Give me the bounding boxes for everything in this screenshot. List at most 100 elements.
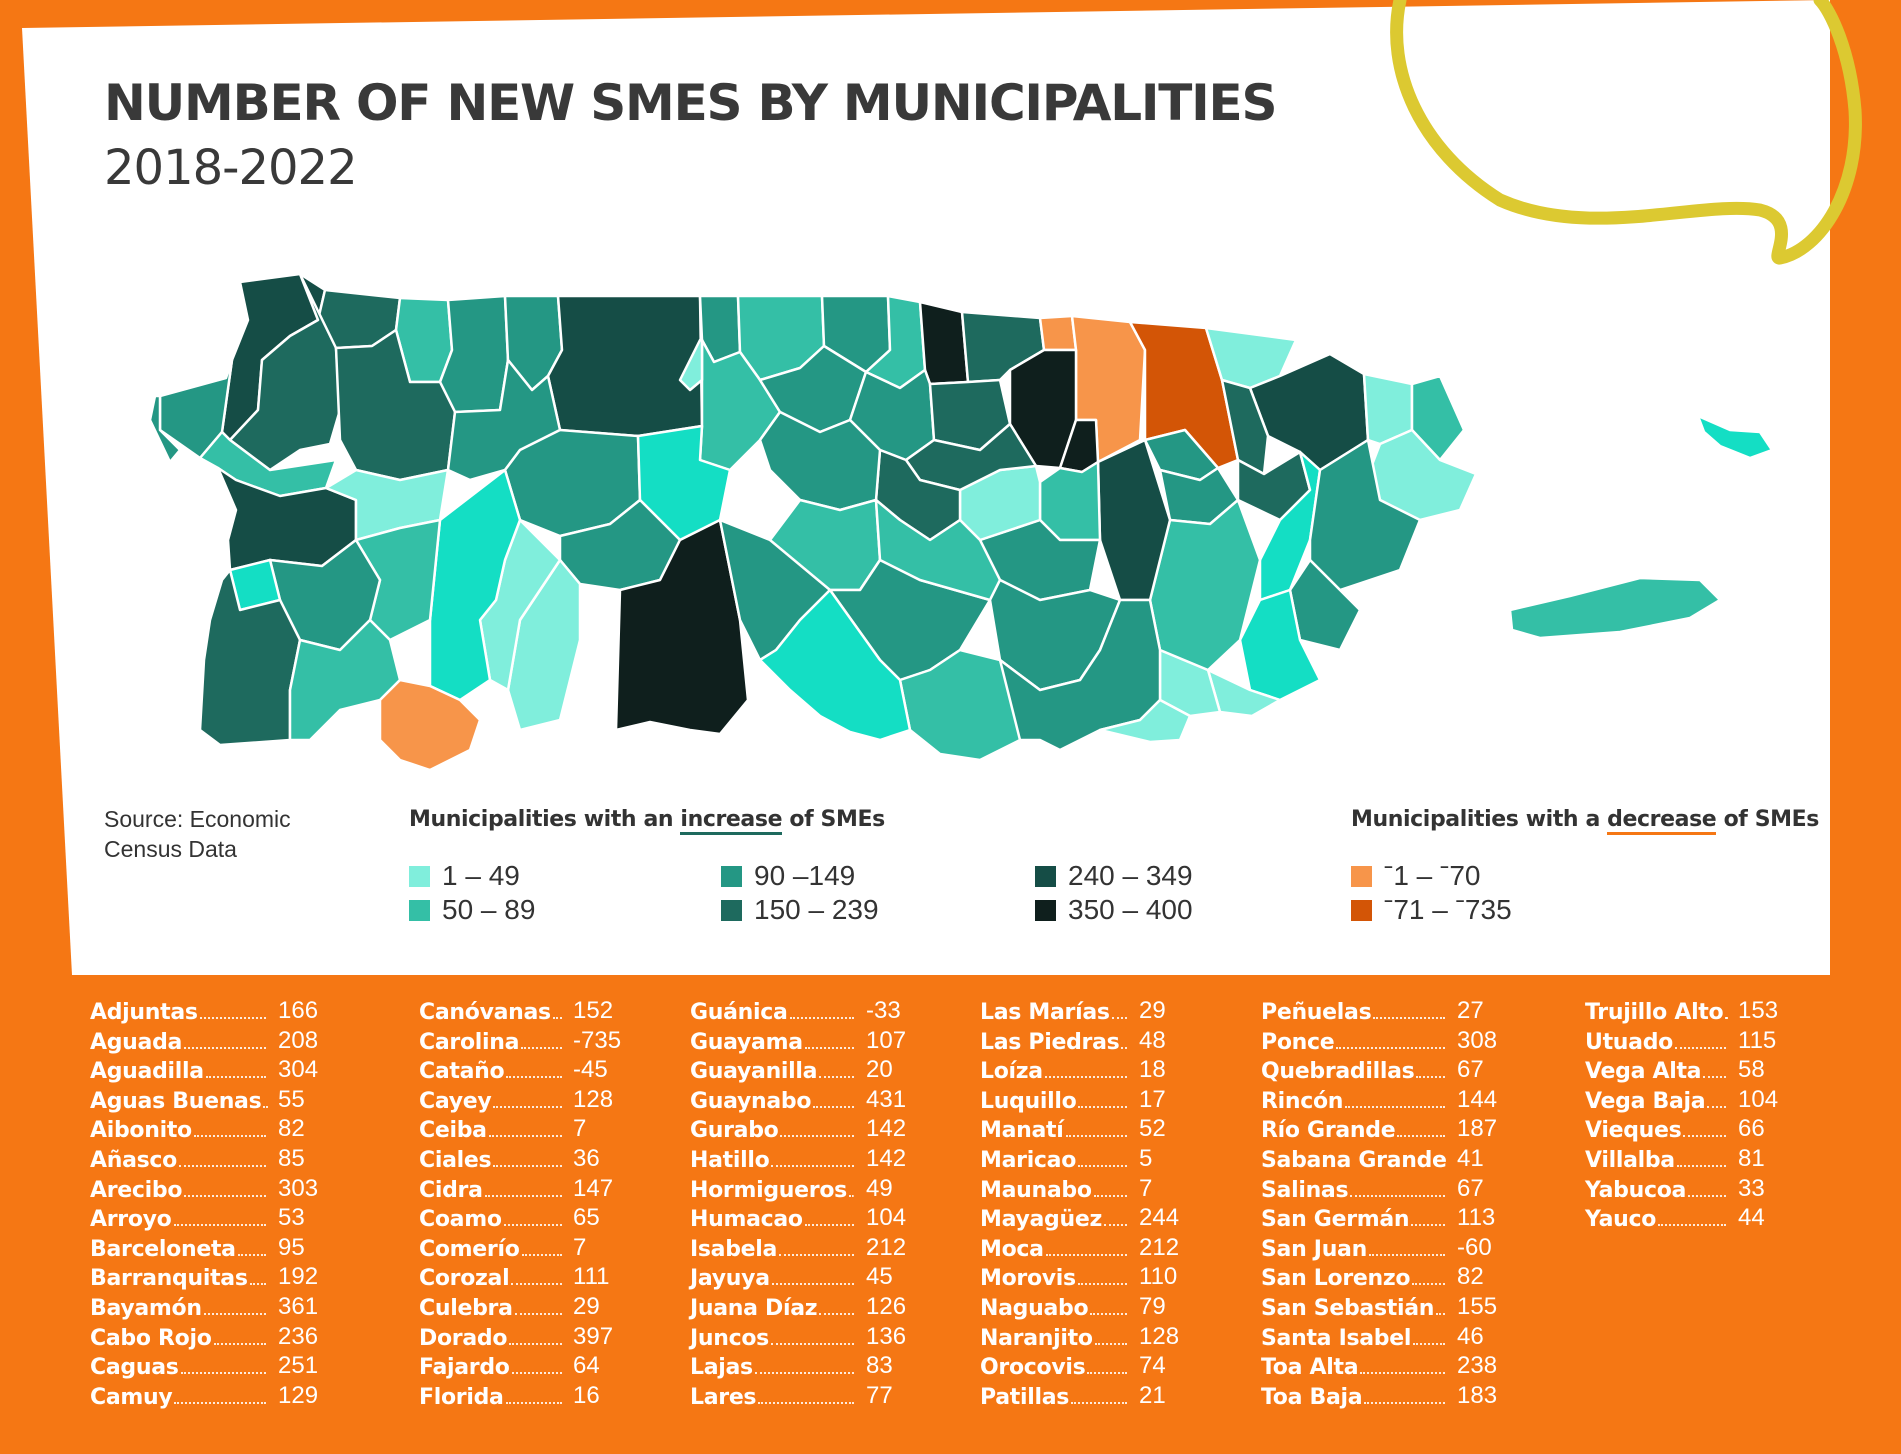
municipality-value: 53 xyxy=(278,1204,305,1232)
municipality-name: Aibonito xyxy=(90,1118,192,1144)
municipality-name: Aguadilla xyxy=(90,1059,204,1085)
municipality-value: 251 xyxy=(278,1352,319,1380)
region-santa-isabel xyxy=(758,588,912,742)
table-row: Río Grande 187 xyxy=(1261,1113,1497,1143)
municipality-name: Naranjito xyxy=(980,1325,1093,1351)
municipality-name: Barceloneta xyxy=(90,1236,236,1262)
dot-leader xyxy=(1350,1194,1445,1197)
municipality-name: Morovis xyxy=(980,1266,1076,1292)
municipality-name: Florida xyxy=(419,1384,504,1410)
table-row: Culebra 29 xyxy=(419,1291,600,1321)
municipality-value: 27 xyxy=(1457,997,1484,1024)
dot-leader xyxy=(1065,1134,1127,1138)
municipality-value: 208 xyxy=(278,1026,319,1054)
dot-leader xyxy=(819,1312,854,1315)
municipality-value: 33 xyxy=(1738,1174,1765,1202)
municipality-value: 308 xyxy=(1457,1026,1498,1054)
dot-leader xyxy=(780,1134,854,1138)
region-ponce xyxy=(614,518,750,736)
municipality-value: 236 xyxy=(278,1322,319,1350)
municipality-value: 65 xyxy=(573,1204,600,1232)
municipality-value: 155 xyxy=(1457,1293,1498,1320)
dot-leader xyxy=(174,1401,266,1404)
legend-swatch xyxy=(721,899,742,921)
municipality-name: Arecibo xyxy=(90,1177,183,1203)
dot-leader xyxy=(1077,1282,1127,1286)
table-row: Loíza 18 xyxy=(980,1054,1166,1084)
legend-increase-prefix: Municipalities with an xyxy=(409,807,681,832)
table-row: Yauco 44 xyxy=(1585,1202,1765,1233)
dot-leader xyxy=(754,1371,854,1375)
dot-leader xyxy=(178,1164,266,1167)
municipality-name: Aguas Buenas xyxy=(90,1088,262,1114)
table-row: Salinas 67 xyxy=(1261,1173,1484,1203)
municipality-value: 20 xyxy=(866,1056,893,1084)
table-row: Moca 212 xyxy=(980,1232,1179,1262)
table-row: Naguabo 79 xyxy=(980,1291,1166,1321)
dot-leader xyxy=(1413,1342,1445,1345)
table-row: Aibonito 82 xyxy=(90,1113,305,1144)
municipality-name: Ceiba xyxy=(419,1118,487,1144)
table-row: Canóvanas 152 xyxy=(419,995,613,1025)
dot-leader xyxy=(213,1342,266,1345)
dot-leader xyxy=(511,1371,562,1375)
municipality-name: Rincón xyxy=(1261,1088,1344,1114)
table-row: Aguas Buenas 55 xyxy=(90,1084,305,1114)
dot-leader xyxy=(199,1016,266,1019)
legend-label: 150 – 239 xyxy=(754,894,879,925)
municipality-value: 212 xyxy=(1139,1233,1180,1261)
table-row: Barceloneta 95 xyxy=(90,1232,305,1262)
municipality-name: Canóvanas xyxy=(419,1000,551,1025)
municipality-name: Yauco xyxy=(1585,1207,1657,1233)
table-row: Jayuya 45 xyxy=(690,1261,893,1291)
dot-leader xyxy=(813,1105,854,1108)
table-row: Maricao 5 xyxy=(980,1143,1152,1173)
legend-decrease-suffix: of SMEs xyxy=(1716,807,1820,832)
legend-decrease-key: decrease xyxy=(1607,807,1717,835)
municipality-name: Mayagüez xyxy=(980,1207,1102,1233)
legend-label: ˉ71 – ˉ735 xyxy=(1384,894,1512,925)
table-row: Cabo Rojo 236 xyxy=(90,1321,318,1351)
municipality-name: Vieques xyxy=(1585,1118,1682,1144)
municipality-value: 81 xyxy=(1738,1145,1765,1172)
table-row: Ceiba 7 xyxy=(419,1113,586,1144)
dot-leader xyxy=(180,1371,266,1375)
dot-leader xyxy=(521,1253,562,1256)
municipality-name: Lajas xyxy=(690,1355,753,1381)
legend-label: 90 –149 xyxy=(754,860,856,891)
municipality-value: 244 xyxy=(1139,1204,1180,1232)
municipality-name: Guánica xyxy=(690,1000,788,1025)
dot-leader xyxy=(1360,1371,1445,1375)
table-row: Manatí 52 xyxy=(980,1113,1166,1143)
municipality-value: 111 xyxy=(573,1263,610,1291)
table-row: Toa Baja 183 xyxy=(1261,1380,1497,1410)
table-row: Guayama 107 xyxy=(690,1025,906,1055)
table-row: Guaynabo 431 xyxy=(690,1084,906,1114)
municipality-value: 85 xyxy=(278,1145,305,1172)
legend-item: ˉ71 – ˉ735 xyxy=(1351,894,1512,926)
yellow-loop-decoration xyxy=(1390,0,1862,265)
municipality-name: Cidra xyxy=(419,1177,483,1203)
municipality-name: San Germán xyxy=(1261,1207,1410,1233)
dot-leader xyxy=(1364,1401,1445,1404)
municipality-name: Fajardo xyxy=(419,1355,510,1381)
municipality-name: Las Piedras xyxy=(980,1029,1120,1055)
municipality-name: Isabela xyxy=(690,1236,778,1262)
municipality-value: 128 xyxy=(1139,1322,1180,1350)
dot-leader xyxy=(203,1312,266,1315)
municipality-value: 126 xyxy=(866,1293,907,1320)
table-row: Adjuntas 166 xyxy=(90,995,318,1025)
legend-swatch xyxy=(1351,865,1372,887)
municipality-value: 64 xyxy=(573,1352,600,1380)
municipality-value: 142 xyxy=(866,1115,907,1143)
dot-leader xyxy=(509,1342,562,1345)
table-row: Coamo 65 xyxy=(419,1202,600,1232)
municipality-name: Juncos xyxy=(690,1325,769,1351)
municipality-name: Maricao xyxy=(980,1148,1077,1173)
municipality-value: 104 xyxy=(1738,1085,1779,1113)
municipality-name: Vega Baja xyxy=(1585,1088,1706,1114)
dot-leader xyxy=(552,1016,562,1019)
region-guanica xyxy=(378,678,482,772)
municipality-value: 7 xyxy=(573,1115,587,1143)
municipality-name: Guayanilla xyxy=(690,1059,818,1085)
